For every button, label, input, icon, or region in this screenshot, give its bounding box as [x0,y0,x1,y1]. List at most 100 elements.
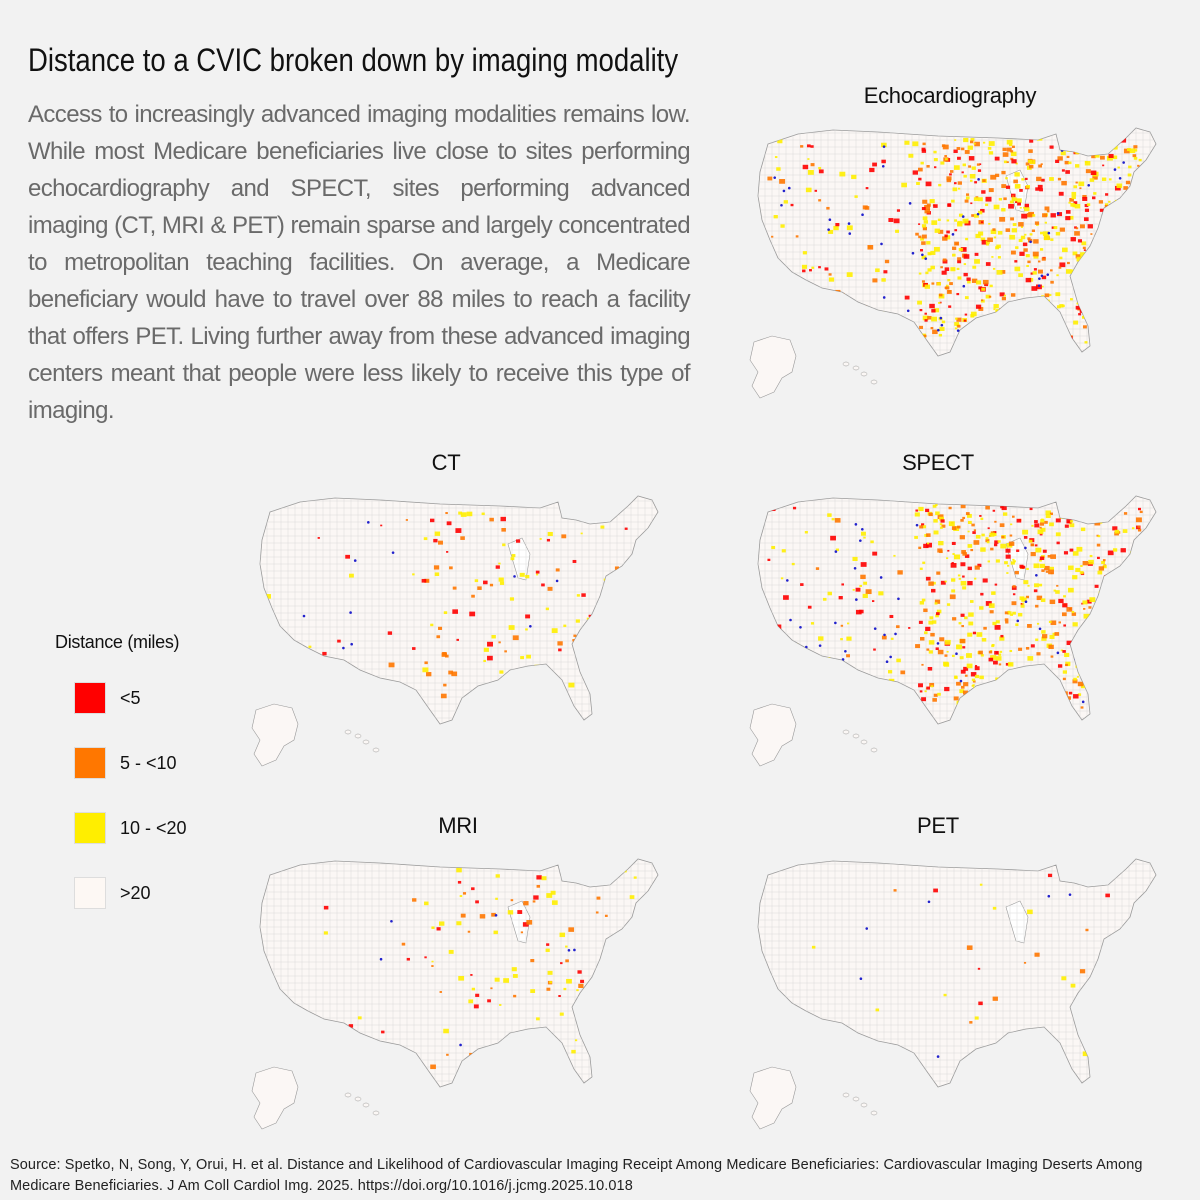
access-zone [919,601,925,605]
access-zone [1105,645,1109,648]
access-zone [986,706,991,710]
access-zone [1012,558,1015,561]
facility-marker [616,647,620,651]
access-zone [872,278,878,283]
access-zone [458,975,465,981]
access-zone [1087,513,1094,519]
access-zone [931,588,936,593]
access-zone [956,700,963,706]
access-zone [1015,623,1019,626]
hawaii-island [842,1092,850,1098]
access-zone [983,626,987,630]
access-zone [1002,147,1007,152]
access-zone [610,509,615,513]
access-zone [1023,335,1030,340]
access-zone [1130,252,1135,256]
access-zone [1058,191,1064,196]
access-zone [992,695,997,699]
access-zone [1058,266,1062,269]
access-zone [380,524,383,527]
access-zone [508,671,514,676]
access-zone [908,627,911,629]
access-zone [1104,204,1109,208]
access-zone [1131,696,1135,698]
access-zone [560,962,563,965]
access-zone [1000,634,1004,638]
access-zone [533,895,539,900]
access-zone [951,541,956,545]
access-zone [1106,155,1113,161]
access-zone [967,145,973,150]
access-zone [1079,571,1084,575]
access-zone [1077,681,1084,687]
access-zone [783,200,788,204]
access-zone [944,580,947,583]
access-zone [1050,280,1054,284]
access-zone [446,551,449,553]
access-zone [987,560,991,563]
access-zone [1135,543,1142,548]
access-zone [1005,185,1011,189]
access-zone [1042,696,1046,699]
access-zone [1072,679,1078,684]
access-zone [500,516,506,522]
access-zone [920,237,925,241]
access-zone [1126,699,1131,703]
access-zone [991,591,996,595]
access-zone [991,683,996,687]
facility-marker [1024,546,1027,550]
access-zone [834,518,841,523]
access-zone [1041,630,1046,634]
access-zone [1019,251,1025,256]
access-zone [964,199,969,203]
access-zone [1116,619,1122,625]
access-zone [1134,199,1141,205]
facility-marker [854,523,858,526]
access-zone [933,166,937,169]
access-zone [919,325,924,329]
access-zone [1055,292,1061,297]
access-zone [1108,695,1114,700]
access-zone [1003,512,1008,516]
access-zone [1064,652,1070,657]
access-zone [985,316,989,320]
access-zone [528,1062,533,1067]
facility-marker [940,323,944,327]
access-zone [989,284,993,288]
access-zone [940,266,943,269]
access-zone [1033,589,1038,593]
access-zone [989,532,995,537]
access-zone [1137,230,1143,235]
access-zone [1050,655,1054,658]
access-zone [963,331,968,335]
access-zone [536,1017,540,1021]
access-zone [968,612,974,617]
access-zone [1001,296,1006,301]
access-zone [1073,694,1079,699]
access-zone [510,899,514,902]
access-zone [961,171,964,174]
access-zone [959,638,966,644]
access-zone [1106,257,1110,260]
access-zone [792,506,797,510]
access-zone [956,292,960,296]
access-zone [1019,564,1024,569]
access-zone [897,570,903,575]
access-zone [622,869,627,873]
access-zone [1049,522,1054,527]
access-zone [1129,671,1136,677]
access-zone [780,669,783,671]
access-zone [1028,159,1033,163]
access-zone [595,911,599,914]
facility-marker [861,213,864,217]
access-zone [600,525,605,529]
access-zone [1132,281,1135,284]
access-zone [881,635,887,640]
access-zone [885,688,889,691]
access-zone [543,1060,547,1064]
access-zone [1106,668,1111,672]
facility-marker [1046,273,1050,276]
access-zone [915,509,919,512]
access-zone [942,258,947,262]
access-zone [1070,298,1073,301]
